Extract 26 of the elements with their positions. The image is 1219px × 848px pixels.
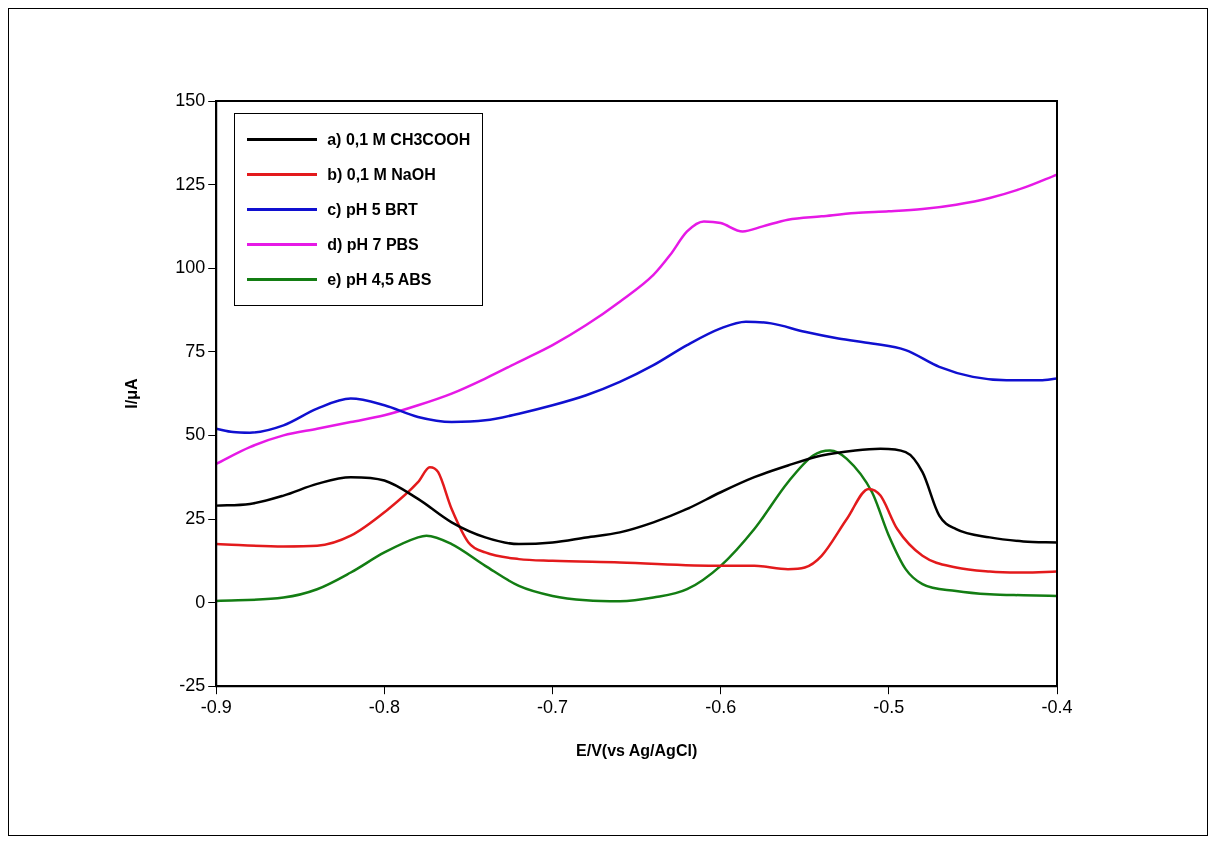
line-series xyxy=(216,465,1057,574)
line-series xyxy=(216,320,1057,434)
x-tick-label: -0.4 xyxy=(1041,696,1073,717)
legend-label: e) pH 4,5 ABS xyxy=(327,270,432,289)
x-tick-label: -0.8 xyxy=(368,696,400,717)
legend-label: b) 0,1 M NaOH xyxy=(327,165,436,184)
figure-frame: E/V(vs Ag/AgCl) I/μA -0.9 -0.8 -0.7 -0.6 -0.5 -0.4 -25 0 25 50 75 100 125 150 a) 0,1 M CH3COOH b) 0,1 M NaOH c) pH 5 BRT d) pH 7 PBS e) pH 4,5 ABS xyxy=(8,8,1208,836)
y-tick-label: 50 xyxy=(185,424,206,445)
y-tick-label: 125 xyxy=(175,173,206,194)
line-series xyxy=(216,449,1057,603)
legend-label: a) 0,1 M CH3COOH xyxy=(327,130,471,149)
legend-label: d) pH 7 PBS xyxy=(327,235,419,254)
x-axis-title: E/V(vs Ag/AgCl) xyxy=(576,741,698,759)
legend-label: c) pH 5 BRT xyxy=(327,200,418,219)
line-series xyxy=(216,447,1057,546)
y-tick-label: 0 xyxy=(195,591,206,612)
x-tick-label: -0.6 xyxy=(705,696,737,717)
x-tick-label: -0.5 xyxy=(873,696,905,717)
y-axis-title: I/μA xyxy=(123,378,141,409)
y-tick-label: 100 xyxy=(175,257,206,278)
y-tick-label: 150 xyxy=(175,89,206,110)
x-tick-label: -0.9 xyxy=(200,696,232,717)
x-tick-label: -0.7 xyxy=(537,696,569,717)
y-tick-label: 75 xyxy=(185,340,206,361)
y-tick-label: -25 xyxy=(179,675,206,696)
y-tick-label: 25 xyxy=(185,507,206,528)
